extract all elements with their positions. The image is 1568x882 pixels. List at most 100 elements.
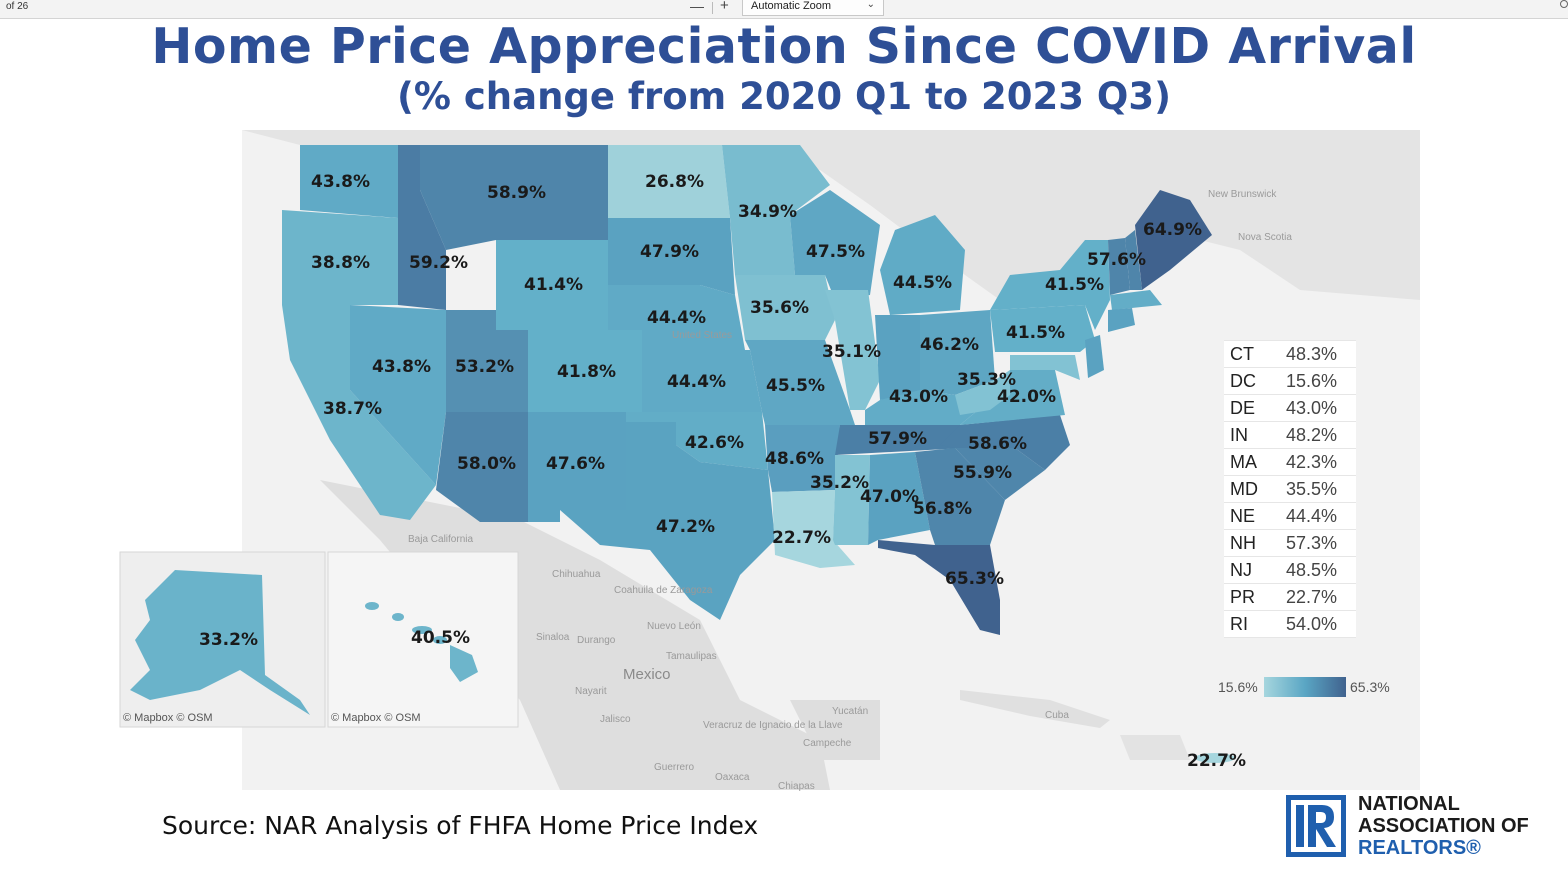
value-label-AL: 47.0% bbox=[860, 487, 919, 507]
state-MN[interactable] bbox=[722, 145, 830, 275]
small-state-value: 43.0% bbox=[1286, 394, 1356, 422]
state-MO[interactable] bbox=[745, 340, 855, 425]
state-NJ[interactable] bbox=[1085, 335, 1104, 378]
state-SC[interactable] bbox=[955, 448, 1045, 500]
state-AL[interactable] bbox=[868, 452, 930, 545]
geo-label-nuevo-leon: Nuevo León bbox=[647, 621, 701, 632]
small-state-code: DC bbox=[1224, 367, 1286, 395]
value-label-NC: 58.6% bbox=[968, 434, 1027, 454]
value-label-KS: 44.4% bbox=[667, 372, 726, 392]
zoom-select[interactable]: Automatic Zoom ⌄ bbox=[742, 0, 884, 16]
state-OR[interactable] bbox=[282, 210, 398, 305]
state-MA[interactable] bbox=[1110, 290, 1162, 310]
value-label-TN: 57.9% bbox=[868, 429, 927, 449]
state-MT[interactable] bbox=[420, 145, 608, 250]
value-label-CO: 41.8% bbox=[557, 362, 616, 382]
state-NH[interactable] bbox=[1125, 230, 1142, 290]
small-state-code: CT bbox=[1224, 340, 1286, 368]
value-label-WA: 43.8% bbox=[311, 172, 370, 192]
geo-label-chihuahua: Chihuahua bbox=[552, 569, 601, 580]
state-CA[interactable] bbox=[282, 305, 436, 520]
state-NE[interactable] bbox=[608, 285, 745, 350]
state-IL[interactable] bbox=[825, 290, 880, 410]
state-NY[interactable] bbox=[990, 240, 1110, 330]
state-WI[interactable] bbox=[790, 190, 880, 300]
value-label-MI: 44.5% bbox=[893, 273, 952, 293]
state-SD[interactable] bbox=[608, 218, 735, 295]
state-IN[interactable] bbox=[875, 315, 920, 400]
state-CT[interactable] bbox=[1108, 308, 1135, 332]
value-label-SD: 47.9% bbox=[640, 242, 699, 262]
state-WV[interactable] bbox=[955, 370, 1010, 415]
nar-logo-line3: REALTORS® bbox=[1358, 837, 1481, 859]
state-WA[interactable] bbox=[300, 145, 398, 218]
small-state-row: MD 35.5% bbox=[1224, 475, 1356, 503]
state-MD[interactable] bbox=[1010, 355, 1080, 380]
state-MS[interactable] bbox=[833, 455, 870, 545]
state-NM[interactable] bbox=[528, 412, 626, 522]
state-CO[interactable] bbox=[528, 330, 642, 412]
state-UT[interactable] bbox=[446, 310, 528, 412]
value-label-IL: 35.1% bbox=[822, 342, 881, 362]
value-label-UT: 53.2% bbox=[455, 357, 514, 377]
value-label-OH: 46.2% bbox=[920, 335, 979, 355]
state-LA[interactable] bbox=[772, 490, 855, 568]
state-MI[interactable] bbox=[880, 215, 965, 315]
page-subtitle: (% change from 2020 Q1 to 2023 Q3) bbox=[396, 75, 1171, 118]
state-NC[interactable] bbox=[940, 415, 1070, 470]
state-OH[interactable] bbox=[920, 310, 995, 395]
value-label-MS: 35.2% bbox=[810, 473, 869, 493]
state-ID[interactable] bbox=[398, 145, 446, 310]
state-FL[interactable] bbox=[878, 540, 1000, 635]
value-label-MT: 58.9% bbox=[487, 183, 546, 203]
geo-label-mexico: Mexico bbox=[623, 666, 671, 683]
value-label-NV: 43.8% bbox=[372, 357, 431, 377]
state-ND[interactable] bbox=[608, 145, 730, 218]
state-AZ[interactable] bbox=[436, 412, 528, 522]
state-IA[interactable] bbox=[735, 275, 835, 340]
state-PA[interactable] bbox=[990, 305, 1095, 352]
yucatan-land bbox=[790, 700, 880, 760]
value-label-AK: 33.2% bbox=[199, 630, 258, 650]
value-label-PR: 22.7% bbox=[1187, 751, 1246, 771]
page-count: of 26 bbox=[6, 1, 29, 12]
state-VA[interactable] bbox=[960, 370, 1065, 425]
value-label-ID: 59.2% bbox=[409, 253, 468, 273]
state-VT[interactable] bbox=[1108, 238, 1130, 295]
small-state-value: 54.0% bbox=[1286, 610, 1356, 638]
state-ME[interactable] bbox=[1135, 190, 1212, 290]
geo-label-oaxaca: Oaxaca bbox=[715, 772, 750, 783]
zoom-in-button[interactable]: + bbox=[720, 0, 729, 14]
state-KS[interactable] bbox=[642, 350, 762, 412]
small-state-code: DE bbox=[1224, 394, 1286, 422]
state-AK[interactable] bbox=[130, 570, 310, 715]
small-state-row: RI 54.0% bbox=[1224, 610, 1356, 638]
state-AR[interactable] bbox=[765, 425, 840, 492]
nar-logo-line1: NATIONAL bbox=[1358, 793, 1460, 815]
source-note: Source: NAR Analysis of FHFA Home Price … bbox=[162, 811, 759, 840]
value-label-SC: 55.9% bbox=[953, 463, 1012, 483]
geo-label-sinaloa: Sinaloa bbox=[536, 632, 570, 643]
value-label-MN: 34.9% bbox=[738, 202, 797, 222]
value-label-IA: 35.6% bbox=[750, 298, 809, 318]
state-GA[interactable] bbox=[915, 448, 1005, 545]
state-WY[interactable] bbox=[496, 240, 608, 330]
geo-label-guerrero: Guerrero bbox=[654, 762, 694, 773]
small-state-value: 42.3% bbox=[1286, 448, 1356, 476]
nar-logo-icon bbox=[1286, 795, 1346, 857]
state-PR[interactable] bbox=[1195, 753, 1235, 763]
small-state-row: PR 22.7% bbox=[1224, 583, 1356, 611]
state-OK[interactable] bbox=[626, 412, 768, 470]
value-label-WV: 35.3% bbox=[957, 370, 1016, 390]
geo-label-tamaulipas: Tamaulipas bbox=[666, 651, 717, 662]
state-TX[interactable] bbox=[560, 422, 775, 620]
state-NV[interactable] bbox=[350, 305, 446, 485]
zoom-out-button[interactable]: — bbox=[690, 0, 704, 14]
small-state-value: 22.7% bbox=[1286, 583, 1356, 611]
state-HI[interactable] bbox=[365, 602, 478, 682]
geo-label-baja: Baja California bbox=[408, 534, 473, 545]
value-label-LA: 22.7% bbox=[772, 528, 831, 548]
value-label-NY: 41.5% bbox=[1045, 275, 1104, 295]
small-states-body: CT 48.3% DC 15.6% DE 43.0% IN 48.2% MA 42.3% MD 35.… bbox=[1224, 340, 1356, 638]
